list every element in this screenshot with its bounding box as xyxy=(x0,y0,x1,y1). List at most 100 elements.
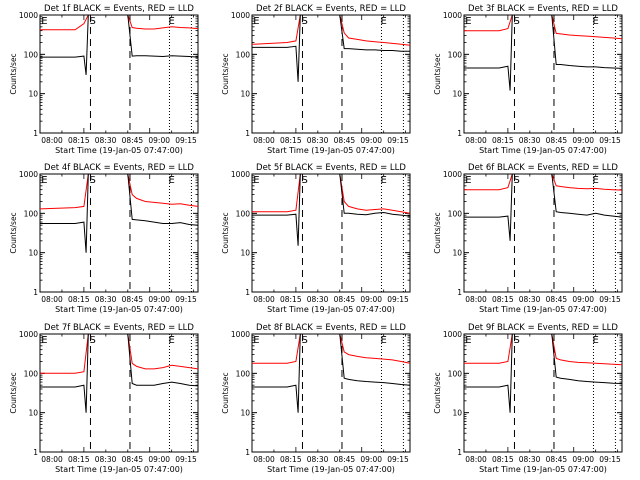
x-tick-label: 08:00 xyxy=(253,295,275,304)
y-axis-label: Counts/sec xyxy=(221,53,230,94)
y-tick-label: 10 xyxy=(28,249,38,258)
plot-frame xyxy=(251,333,411,453)
y-tick-label: 1 xyxy=(33,288,38,297)
event-marker-label: E xyxy=(253,335,259,346)
y-tick-label: 1000 xyxy=(231,170,250,179)
y-tick-label: 100 xyxy=(24,369,39,378)
panel-5: Det 5f BLACK = Events, RED = LLD 1 10 100 10… xyxy=(221,163,411,314)
x-axis-label: Start Time (19-Jan-05 07:47:00) xyxy=(267,146,395,155)
x-tick-label: 08:15 xyxy=(492,295,514,304)
event-marker-label: S xyxy=(301,175,307,186)
y-tick-label: 1 xyxy=(245,129,250,138)
plot-frame xyxy=(463,173,623,293)
series-line-red xyxy=(40,15,198,31)
y-tick-label: 10 xyxy=(240,90,250,99)
y-axis-label: Counts/sec xyxy=(9,212,18,253)
x-tick-label: 08:15 xyxy=(68,455,90,464)
x-tick-label: 08:15 xyxy=(68,295,90,304)
event-marker-label: E xyxy=(168,335,174,346)
x-tick-label: 08:30 xyxy=(519,455,541,464)
panel-title: Det 1f BLACK = Events, RED = LLD xyxy=(44,4,194,14)
x-tick-label: 09:00 xyxy=(148,455,170,464)
event-marker-label: E xyxy=(253,175,259,186)
series-line-black xyxy=(40,334,198,413)
x-tick-label: 09:15 xyxy=(599,136,621,145)
event-marker-label: S xyxy=(513,335,519,346)
series-line-black xyxy=(40,174,198,253)
x-tick-label: 08:30 xyxy=(519,295,541,304)
event-marker-label: E xyxy=(168,175,174,186)
panel-6: Det 6f BLACK = Events, RED = LLD 1 10 100 10… xyxy=(433,163,623,314)
y-tick-label: 100 xyxy=(448,209,463,218)
panel-3: Det 3f BLACK = Events, RED = LLD 1 10 100 10… xyxy=(433,4,623,155)
panel-title: Det 3f BLACK = Events, RED = LLD xyxy=(468,4,618,14)
x-tick-label: 09:00 xyxy=(148,295,170,304)
x-tick-label: 08:30 xyxy=(307,295,329,304)
y-axis-label: Counts/sec xyxy=(433,212,442,253)
y-tick-label: 1000 xyxy=(231,330,250,339)
y-tick-label: 10 xyxy=(240,249,250,258)
event-marker-label: S xyxy=(89,335,95,346)
event-marker-label: E xyxy=(41,16,47,27)
y-tick-label: 1 xyxy=(457,448,462,457)
y-tick-label: 10 xyxy=(452,249,462,258)
x-axis-label: Start Time (19-Jan-05 07:47:00) xyxy=(267,305,395,314)
x-tick-label: 08:45 xyxy=(334,136,356,145)
event-marker-label: S xyxy=(513,16,519,27)
x-tick-label: 08:15 xyxy=(280,136,302,145)
x-tick-label: 08:00 xyxy=(41,136,63,145)
x-tick-label: 09:00 xyxy=(360,136,382,145)
x-axis-label: Start Time (19-Jan-05 07:47:00) xyxy=(479,305,607,314)
plot-frame xyxy=(463,14,623,134)
event-marker-label: E xyxy=(41,175,47,186)
event-marker-label: E xyxy=(168,16,174,27)
x-tick-label: 08:00 xyxy=(465,455,487,464)
y-axis-label: Counts/sec xyxy=(433,372,442,413)
y-tick-label: 1 xyxy=(245,288,250,297)
event-marker-label: E xyxy=(465,16,471,27)
panel-title: Det 8f BLACK = Events, RED = LLD xyxy=(256,323,406,333)
x-tick-label: 08:00 xyxy=(465,295,487,304)
plot-frame xyxy=(251,14,411,134)
x-tick-label: 08:30 xyxy=(519,136,541,145)
x-tick-label: 08:30 xyxy=(307,136,329,145)
x-tick-label: 09:00 xyxy=(360,295,382,304)
y-tick-label: 1 xyxy=(33,448,38,457)
y-tick-label: 1000 xyxy=(443,330,462,339)
plot-frame xyxy=(39,173,199,293)
plot-frame xyxy=(39,14,199,134)
x-tick-label: 08:30 xyxy=(95,136,117,145)
event-marker-label: S xyxy=(513,175,519,186)
panel-4: Det 4f BLACK = Events, RED = LLD 1 10 100 10… xyxy=(9,163,199,314)
y-axis-label: Counts/sec xyxy=(433,53,442,94)
y-tick-label: 100 xyxy=(24,50,39,59)
event-marker-label: E xyxy=(253,16,259,27)
x-axis-label: Start Time (19-Jan-05 07:47:00) xyxy=(55,465,183,474)
panel-title: Det 5f BLACK = Events, RED = LLD xyxy=(256,163,406,173)
y-tick-label: 1000 xyxy=(443,11,462,20)
y-tick-label: 10 xyxy=(28,409,38,418)
event-marker-label: S xyxy=(301,16,307,27)
x-tick-label: 09:00 xyxy=(572,136,594,145)
panel-title: Det 2f BLACK = Events, RED = LLD xyxy=(256,4,406,14)
x-tick-label: 09:15 xyxy=(387,295,409,304)
y-tick-label: 10 xyxy=(28,90,38,99)
event-marker-label: E xyxy=(380,335,386,346)
x-tick-label: 09:15 xyxy=(175,136,197,145)
series-line-red xyxy=(464,15,622,40)
series-line-black xyxy=(252,15,410,82)
series-line-red xyxy=(252,15,410,46)
event-marker-label: E xyxy=(41,335,47,346)
y-tick-label: 100 xyxy=(448,369,463,378)
y-tick-label: 10 xyxy=(452,409,462,418)
x-axis-label: Start Time (19-Jan-05 07:47:00) xyxy=(267,465,395,474)
x-tick-label: 08:00 xyxy=(465,136,487,145)
event-marker-label: E xyxy=(465,175,471,186)
x-tick-label: 08:30 xyxy=(95,455,117,464)
panel-title: Det 4f BLACK = Events, RED = LLD xyxy=(44,163,194,173)
x-tick-label: 08:45 xyxy=(122,455,144,464)
x-tick-label: 08:45 xyxy=(334,295,356,304)
event-marker-label: E xyxy=(592,175,598,186)
event-marker-label: E xyxy=(380,175,386,186)
y-tick-label: 1 xyxy=(33,129,38,138)
